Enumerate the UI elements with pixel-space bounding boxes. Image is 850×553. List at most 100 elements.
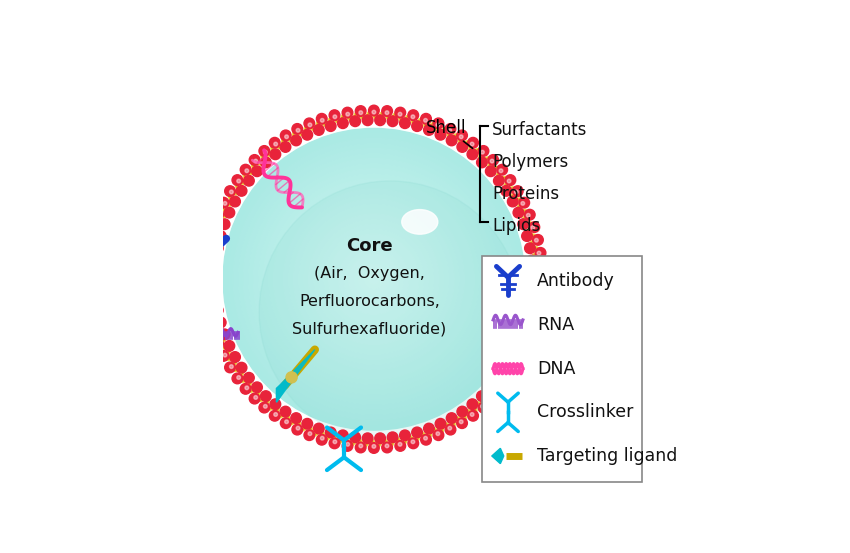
- Circle shape: [254, 395, 258, 399]
- Circle shape: [539, 278, 543, 281]
- Circle shape: [524, 305, 536, 316]
- Circle shape: [291, 413, 302, 424]
- Circle shape: [536, 287, 547, 298]
- Circle shape: [411, 121, 422, 132]
- Circle shape: [201, 260, 211, 272]
- Circle shape: [202, 300, 212, 311]
- Circle shape: [485, 382, 496, 393]
- Circle shape: [385, 444, 388, 448]
- Circle shape: [524, 210, 536, 220]
- Circle shape: [218, 197, 229, 208]
- Circle shape: [369, 105, 379, 116]
- Circle shape: [211, 293, 221, 303]
- Circle shape: [456, 418, 468, 429]
- Circle shape: [264, 404, 267, 408]
- Circle shape: [411, 115, 415, 118]
- Circle shape: [536, 248, 546, 258]
- Circle shape: [369, 274, 379, 284]
- Circle shape: [514, 190, 518, 194]
- Circle shape: [238, 144, 510, 415]
- Circle shape: [215, 317, 226, 328]
- Circle shape: [232, 373, 243, 384]
- Circle shape: [459, 420, 463, 424]
- Circle shape: [359, 264, 389, 294]
- Circle shape: [468, 138, 479, 148]
- Circle shape: [206, 264, 209, 268]
- Text: Perfluorocarbons,: Perfluorocarbons,: [299, 294, 440, 309]
- Circle shape: [219, 329, 230, 340]
- Circle shape: [253, 159, 495, 400]
- Circle shape: [527, 255, 537, 266]
- Circle shape: [270, 149, 280, 160]
- Circle shape: [334, 239, 414, 320]
- Circle shape: [207, 251, 211, 255]
- Circle shape: [230, 352, 241, 362]
- Circle shape: [355, 106, 366, 116]
- Circle shape: [320, 118, 324, 122]
- Text: Proteins: Proteins: [492, 185, 559, 203]
- Circle shape: [291, 135, 302, 146]
- Circle shape: [236, 362, 246, 373]
- Circle shape: [395, 441, 405, 451]
- Circle shape: [513, 186, 523, 196]
- Circle shape: [207, 304, 211, 307]
- Circle shape: [470, 142, 474, 146]
- Circle shape: [209, 238, 213, 242]
- Circle shape: [448, 426, 451, 430]
- Circle shape: [218, 213, 221, 217]
- Circle shape: [490, 395, 494, 399]
- Circle shape: [528, 280, 538, 291]
- Circle shape: [210, 280, 220, 291]
- Circle shape: [210, 268, 220, 278]
- Circle shape: [213, 226, 217, 229]
- Circle shape: [202, 248, 212, 258]
- Circle shape: [274, 179, 474, 380]
- Text: RNA: RNA: [537, 316, 574, 334]
- Circle shape: [314, 219, 434, 340]
- Circle shape: [537, 274, 548, 285]
- Circle shape: [477, 391, 487, 401]
- Circle shape: [398, 442, 402, 446]
- Circle shape: [350, 432, 360, 442]
- Circle shape: [244, 373, 254, 383]
- Circle shape: [497, 384, 507, 394]
- Circle shape: [343, 107, 353, 118]
- Circle shape: [355, 442, 366, 453]
- Circle shape: [494, 175, 504, 186]
- Circle shape: [223, 353, 227, 357]
- Circle shape: [285, 420, 288, 424]
- Circle shape: [303, 209, 445, 349]
- Circle shape: [533, 314, 543, 324]
- Circle shape: [280, 418, 291, 429]
- Text: Shell: Shell: [426, 119, 473, 148]
- Text: Polymers: Polymers: [492, 153, 569, 171]
- Circle shape: [536, 260, 547, 272]
- Circle shape: [446, 413, 457, 424]
- Circle shape: [348, 254, 399, 304]
- Text: Sulfurhexafluoride): Sulfurhexafluoride): [292, 322, 447, 337]
- Circle shape: [261, 391, 271, 401]
- Polygon shape: [492, 456, 504, 463]
- Text: Lipids: Lipids: [492, 217, 541, 235]
- Circle shape: [480, 150, 484, 154]
- Circle shape: [209, 316, 213, 320]
- Circle shape: [507, 375, 511, 379]
- Circle shape: [343, 249, 404, 310]
- Circle shape: [208, 326, 218, 337]
- Circle shape: [261, 157, 271, 168]
- Circle shape: [237, 179, 241, 183]
- Circle shape: [206, 290, 209, 294]
- Circle shape: [329, 110, 340, 121]
- Circle shape: [215, 231, 226, 242]
- Circle shape: [434, 430, 444, 441]
- Circle shape: [223, 201, 227, 205]
- Circle shape: [518, 197, 530, 208]
- Circle shape: [337, 118, 348, 128]
- Circle shape: [388, 432, 398, 442]
- Circle shape: [320, 436, 324, 440]
- Circle shape: [531, 329, 535, 333]
- Circle shape: [224, 207, 235, 218]
- Circle shape: [436, 123, 439, 127]
- Circle shape: [362, 115, 373, 126]
- Circle shape: [526, 341, 530, 345]
